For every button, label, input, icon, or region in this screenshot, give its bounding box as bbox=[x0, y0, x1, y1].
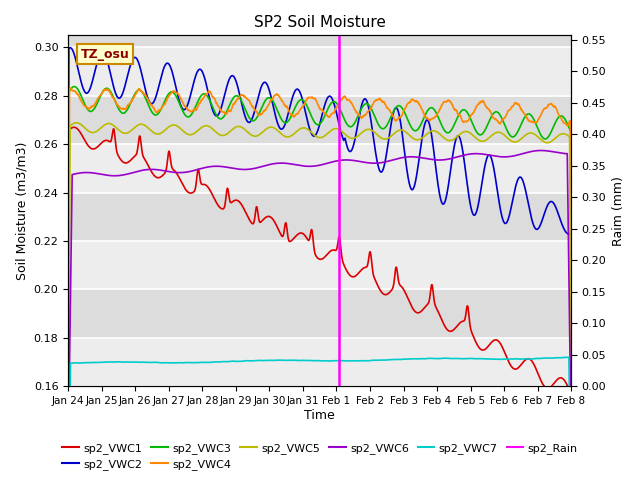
Text: TZ_osu: TZ_osu bbox=[81, 48, 129, 60]
Bar bbox=[68, 338, 572, 386]
Legend: sp2_VWC1, sp2_VWC2, sp2_VWC3, sp2_VWC4, sp2_VWC5, sp2_VWC6, sp2_VWC7, sp2_Rain: sp2_VWC1, sp2_VWC2, sp2_VWC3, sp2_VWC4, … bbox=[58, 438, 582, 474]
Bar bbox=[68, 241, 572, 289]
Title: SP2 Soil Moisture: SP2 Soil Moisture bbox=[254, 15, 386, 30]
Bar bbox=[68, 144, 572, 192]
Y-axis label: Raim (mm): Raim (mm) bbox=[612, 176, 625, 246]
Y-axis label: Soil Moisture (m3/m3): Soil Moisture (m3/m3) bbox=[15, 142, 28, 280]
Bar bbox=[68, 48, 572, 96]
X-axis label: Time: Time bbox=[305, 409, 335, 422]
